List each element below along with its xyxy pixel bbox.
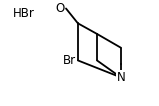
Text: O: O <box>55 2 64 15</box>
Text: Br: Br <box>63 54 76 67</box>
Text: HBr: HBr <box>13 7 35 20</box>
Text: N: N <box>116 71 125 84</box>
